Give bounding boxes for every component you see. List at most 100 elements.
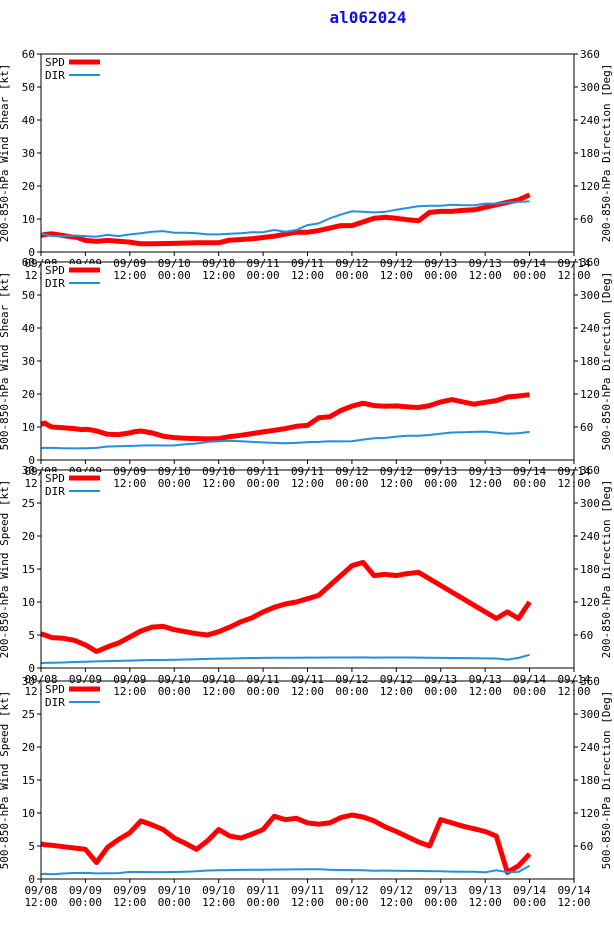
chart-4-ytick-label: 15 (22, 774, 35, 787)
chart-3-xtick-label-date: 09/13 (424, 673, 457, 686)
chart-4-y2tick-label: 240 (580, 741, 600, 754)
chart-3-xtick-label-date: 09/11 (291, 673, 324, 686)
chart-1-y2tick-label: 300 (580, 81, 600, 94)
page-title: al062024 (329, 8, 407, 27)
chart-2-xtick-label-date: 09/12 (335, 465, 368, 478)
chart-3-legend-spd-label: SPD (45, 472, 65, 485)
chart-4-xtick-label-time: 12:00 (469, 896, 502, 909)
chart-4-xtick-label-date: 09/14 (513, 884, 546, 897)
chart-1-xtick-label-date: 09/10 (158, 257, 191, 270)
chart-3-xtick-label-date: 09/09 (69, 673, 102, 686)
chart-3-xtick-label-time: 00:00 (335, 685, 368, 698)
chart-1-y2tick-label: 60 (580, 213, 593, 226)
chart-2-frame (40, 261, 575, 461)
chart-2-xtick-label-time: 12:00 (380, 477, 413, 490)
chart-1-xtick-label-time: 12:00 (469, 269, 502, 282)
chart-4-xtick-label-time: 12:00 (24, 896, 57, 909)
chart-1-xtick-label-time: 00:00 (247, 269, 280, 282)
chart-1-xtick-label-time: 00:00 (513, 269, 546, 282)
chart-1-xtick-label-time: 00:00 (158, 269, 191, 282)
chart-3-ytick-label: 0 (28, 662, 35, 675)
chart-4-ytick-label: 5 (28, 840, 35, 853)
chart-3-xtick-label-time: 00:00 (158, 685, 191, 698)
chart-1-xtick-label-time: 00:00 (424, 269, 457, 282)
chart-3-y2tick-label: 180 (580, 563, 600, 576)
chart-1-xtick-label-time: 12:00 (291, 269, 324, 282)
chart-3-y2tick-label: 240 (580, 530, 600, 543)
chart-3-dir-line (40, 653, 530, 665)
chart-1-dir-line (40, 200, 530, 238)
chart-4-y2tick-label: 180 (580, 774, 600, 787)
chart-3-y2tick-label: 300 (580, 497, 600, 510)
chart-3-spd-line (40, 559, 532, 654)
chart-3-ytick-label: 5 (28, 629, 35, 642)
chart-2-ytick-label: 20 (22, 388, 35, 401)
chart-1-ytick-label: 20 (22, 180, 35, 193)
chart-4-xtick-label-date: 09/09 (69, 884, 102, 897)
chart-4-y2tick-label: 300 (580, 708, 600, 721)
chart-3-xtick-label-date: 09/12 (380, 673, 413, 686)
chart-4-y2tick-label: 120 (580, 807, 600, 820)
chart-4-ytick-label: 25 (22, 708, 35, 721)
chart-4-xtick-label-time: 00:00 (247, 896, 280, 909)
chart-2-xtick-label-time: 12:00 (202, 477, 235, 490)
chart-4-xtick-label-date: 09/10 (202, 884, 235, 897)
chart-2-ylabel: 500-850-hPa Wind Shear [kt] (0, 272, 11, 451)
chart-3-xtick-label-date: 09/10 (202, 673, 235, 686)
chart-3-frame (40, 469, 575, 669)
chart-3-ytick-label: 25 (22, 497, 35, 510)
chart-4-xtick-label-date: 09/12 (335, 884, 368, 897)
chart-3-xtick-label-time: 00:00 (424, 685, 457, 698)
chart-4-y2tick-label: 360 (580, 675, 600, 688)
chart-4-xtick-label-time: 12:00 (202, 896, 235, 909)
chart-2-y2tick-label: 360 (580, 256, 600, 269)
chart-2-xtick-label-date: 09/11 (291, 465, 324, 478)
chart-4-xtick-label-time: 00:00 (513, 896, 546, 909)
chart-2-xtick-label-date: 09/09 (113, 465, 146, 478)
chart-1-xtick-label-date: 09/10 (202, 257, 235, 270)
chart-4-frame (40, 680, 575, 880)
chart-1-xtick-label-time: 12:00 (202, 269, 235, 282)
chart-4-legend-dir-label: DIR (45, 696, 65, 709)
chart-4-xtick-label-date: 09/10 (158, 884, 191, 897)
chart-2-xtick-label-time: 12:00 (113, 477, 146, 490)
chart-1-legend-dir-label: DIR (45, 69, 65, 82)
chart-2-y2tick-label: 120 (580, 388, 600, 401)
chart-3-y2tick-label: 360 (580, 464, 600, 477)
chart-1-xtick-label-date: 09/13 (424, 257, 457, 270)
chart-4-xtick-label-date: 09/11 (247, 884, 280, 897)
chart-4-ytick-label: 0 (28, 873, 35, 886)
chart-3-ytick-label: 30 (22, 464, 35, 477)
chart-4-ytick-label: 20 (22, 741, 35, 754)
chart-3-xtick-label-date: 09/14 (513, 673, 546, 686)
chart-1-xtick-label-date: 09/09 (113, 257, 146, 270)
chart-1-spd-line (40, 192, 531, 247)
chart-1-xtick-label-date: 09/12 (335, 257, 368, 270)
chart-2-xtick-label-date: 09/10 (158, 465, 191, 478)
chart-4-y2tick-label: 60 (580, 840, 593, 853)
chart-3-xtick-label-time: 12:00 (380, 685, 413, 698)
chart-4-xtick-label-time: 12:00 (380, 896, 413, 909)
chart-3-y2tick-label: 60 (580, 629, 593, 642)
chart-2-dir-line (40, 430, 530, 450)
chart-1-legend-spd-label: SPD (45, 56, 65, 69)
chart-4-xtick-label-date: 09/12 (380, 884, 413, 897)
chart-4-xtick-label-date: 09/14 (557, 884, 590, 897)
chart-3-ytick-label: 10 (22, 596, 35, 609)
chart-2-y2tick-label: 60 (580, 421, 593, 434)
chart-1-xtick-label-date: 09/14 (513, 257, 546, 270)
chart-1-y2tick-label: 240 (580, 114, 600, 127)
chart-1-ylabel: 200-850-hPa Wind Shear [kt] (0, 64, 11, 243)
chart-3-xtick-label-date: 09/12 (335, 673, 368, 686)
chart-1-y2tick-label: 120 (580, 180, 600, 193)
chart-4-dir-line (40, 864, 531, 876)
chart-1-y2tick-label: 360 (580, 48, 600, 61)
chart-4-xtick-label-date: 09/13 (469, 884, 502, 897)
chart-2-ytick-label: 50 (22, 289, 35, 302)
chart-1-xtick-label-time: 00:00 (335, 269, 368, 282)
chart-2-ytick-label: 10 (22, 421, 35, 434)
chart-2-legend-dir-label: DIR (45, 277, 65, 290)
chart-1-ytick-label: 30 (22, 147, 35, 160)
chart-3-ytick-label: 15 (22, 563, 35, 576)
chart-1-xtick-label-date: 09/11 (291, 257, 324, 270)
